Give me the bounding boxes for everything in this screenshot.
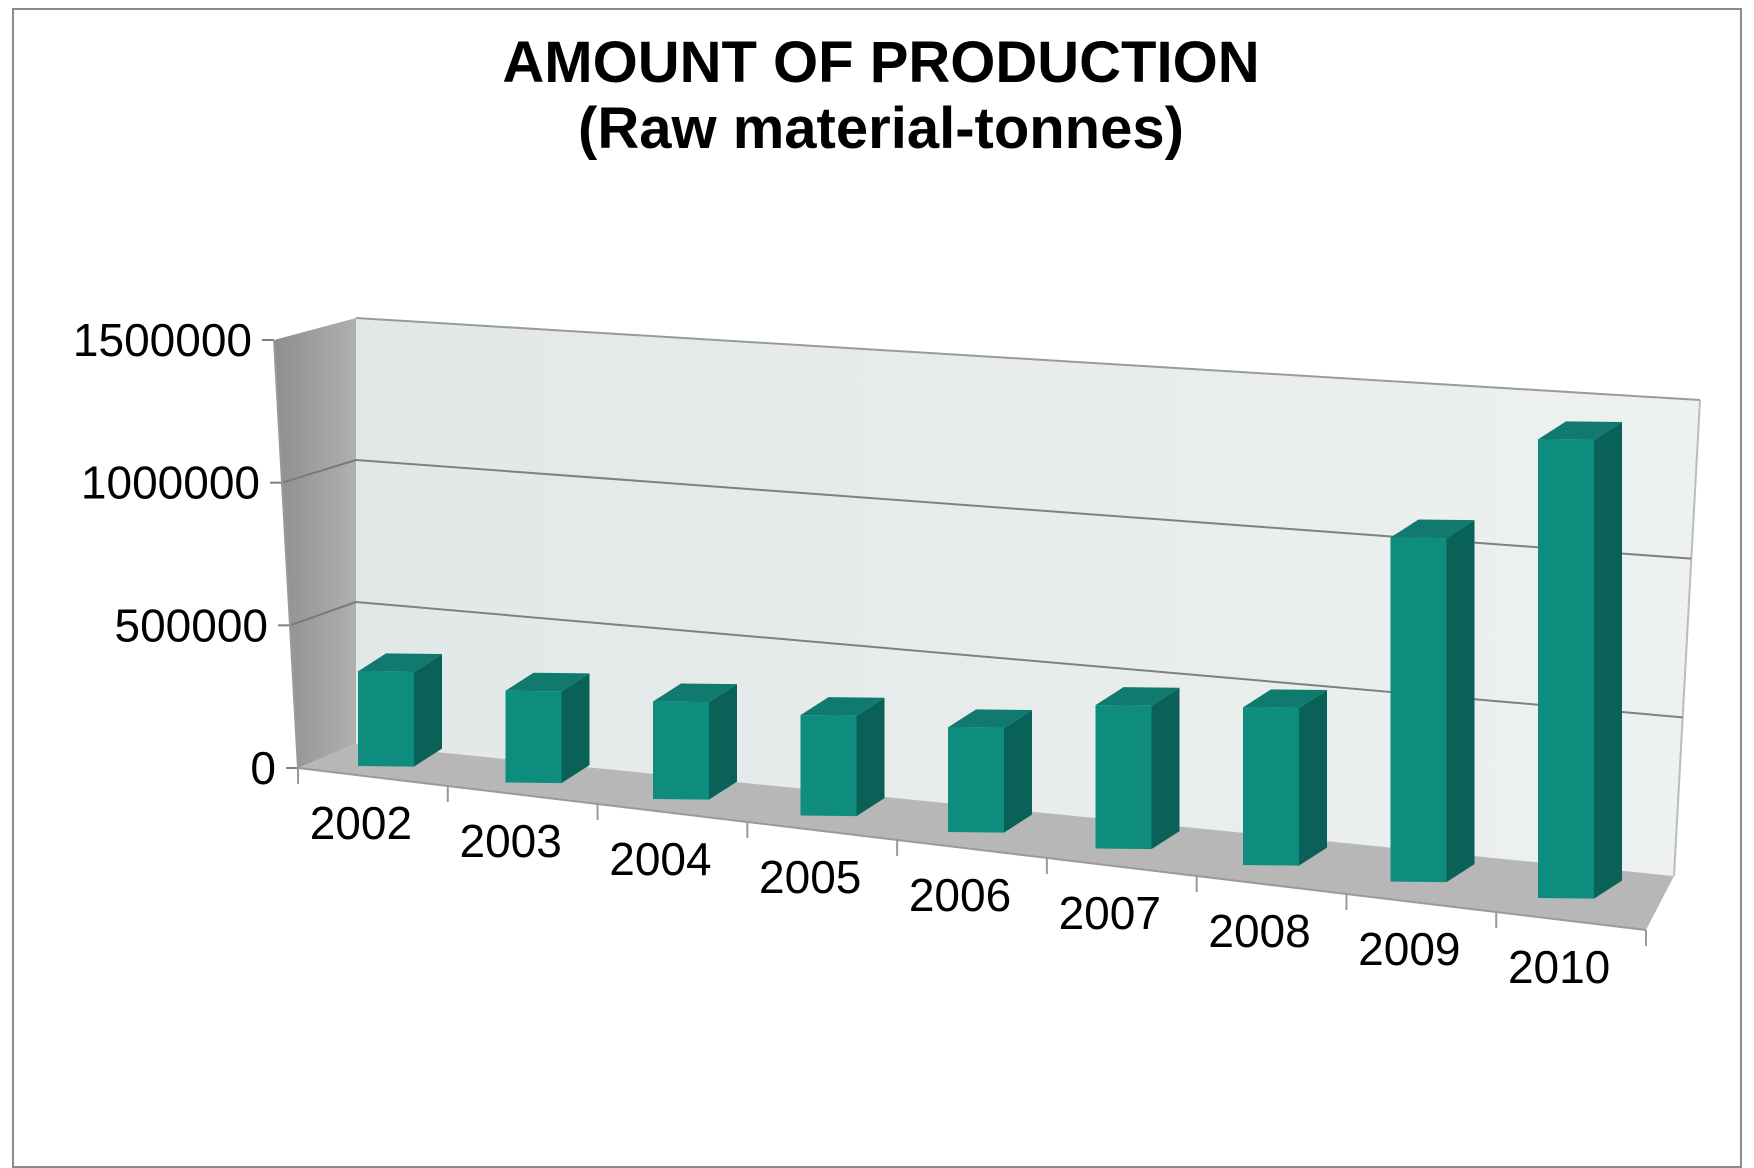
x-tick-label: 2007 [1059, 887, 1161, 939]
floor [298, 744, 1674, 930]
side-wall [274, 318, 356, 768]
bar-top-face [800, 697, 885, 716]
y-axis: 0 500000 1000000 1500000 [73, 314, 299, 794]
chart-subtitle: (Raw material-tonnes) [578, 96, 1184, 161]
y-axis-line [273, 339, 299, 769]
bars [358, 421, 1622, 899]
bar-top-face [1538, 421, 1622, 440]
bar-front-face [1390, 537, 1447, 883]
bar-2007 [1095, 687, 1180, 850]
bar-2005 [800, 697, 885, 817]
chart-title: AMOUNT OF PRODUCTION [502, 30, 1259, 95]
bar-side-face [414, 654, 442, 767]
bar-2004 [653, 683, 737, 800]
x-tick-label: 2008 [1208, 905, 1310, 957]
bar-2006 [948, 709, 1032, 833]
x-tick-label: 2010 [1508, 941, 1610, 993]
x-tick-label: 2009 [1358, 923, 1460, 975]
side-gridline [289, 601, 357, 627]
side-gridline [281, 459, 357, 484]
bar-side-face [561, 673, 590, 784]
y-tick-label: 500000 [115, 599, 269, 651]
bar-2003 [505, 672, 590, 784]
bar-side-face [709, 684, 737, 800]
bar-side-face [1151, 687, 1180, 850]
bar-side-face [1299, 689, 1327, 866]
x-axis-line [297, 767, 1647, 931]
bar-front-face [1095, 705, 1152, 850]
bar-2002 [358, 653, 442, 767]
bar-top-face [1243, 689, 1327, 708]
bar-front-face [505, 690, 562, 784]
bar-front-face [1538, 439, 1594, 899]
x-tick-label: 2003 [459, 815, 561, 867]
y-tick-label: 0 [250, 742, 276, 794]
bar-side-face [1004, 709, 1032, 833]
bar-side-face [1446, 520, 1475, 883]
bar-top-face [653, 683, 737, 703]
bar-top-face [505, 672, 590, 692]
y-tick-label: 1500000 [73, 314, 252, 366]
bar-front-face [800, 715, 857, 817]
x-tick-label: 2006 [909, 869, 1011, 921]
bar-top-face [358, 653, 442, 673]
x-tick-label: 2002 [310, 797, 412, 849]
bar-front-face [948, 727, 1004, 833]
back-wall-right-edge [1673, 399, 1701, 877]
bar-top-face [1390, 519, 1475, 539]
bar-2010 [1538, 421, 1622, 899]
bar-2009 [1390, 519, 1475, 883]
y-tick-label: 1000000 [81, 457, 260, 509]
bar-2008 [1243, 689, 1327, 866]
bar-side-face [856, 697, 885, 817]
x-tick-label: 2004 [609, 833, 711, 885]
x-tick-label: 2005 [759, 851, 861, 903]
bar-side-face [1594, 421, 1622, 899]
x-axis: 2002 2003 2004 2005 2006 2007 2008 2009 2010 [297, 767, 1647, 993]
bar-front-face [1243, 707, 1299, 866]
bar-front-face [653, 701, 709, 800]
bar-top-face [948, 709, 1032, 728]
bar-front-face [358, 671, 414, 767]
back-wall-top-edge [355, 317, 1701, 401]
bar-top-face [1095, 687, 1180, 706]
